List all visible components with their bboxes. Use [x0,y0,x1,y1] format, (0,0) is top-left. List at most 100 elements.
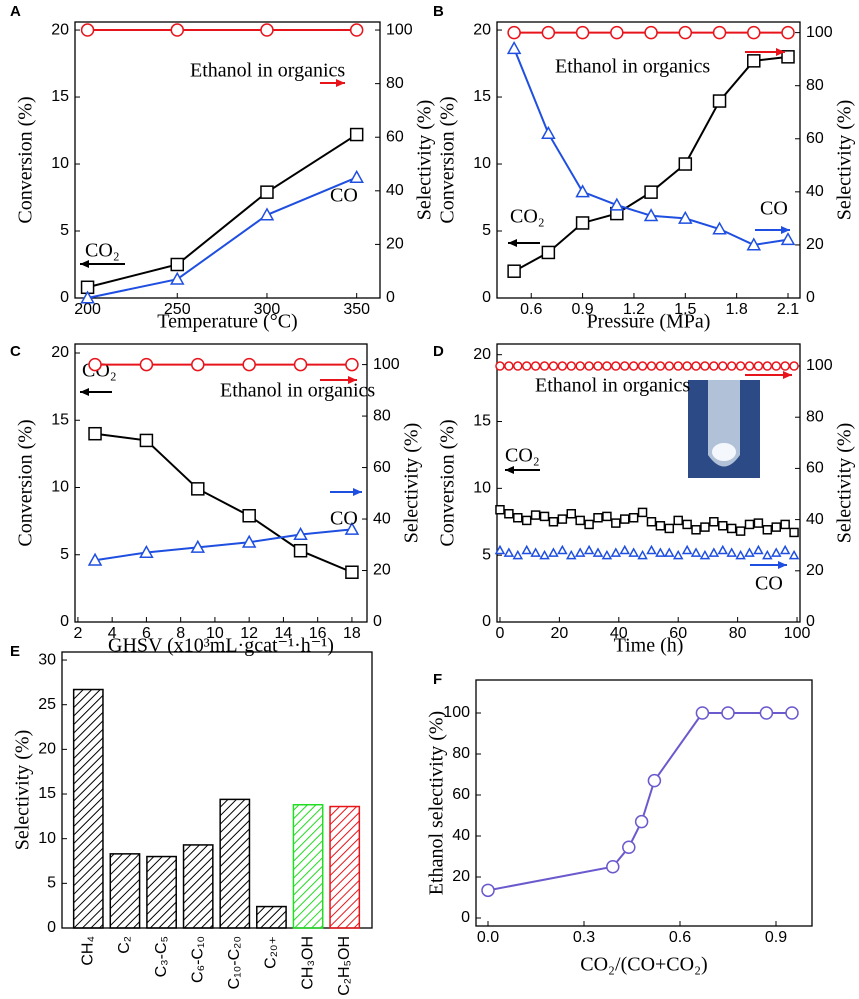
marker [708,547,720,557]
y2-tick-label: 60 [386,128,404,145]
marker [80,290,95,304]
y2-tick-label: 20 [806,562,824,579]
y-tick-label: 20 [452,868,470,885]
marker [655,361,666,371]
marker [643,208,659,222]
marker [634,814,649,829]
marker [557,514,568,524]
marker [521,515,532,526]
x-tick-label: C₃-C₅ [153,936,170,977]
marker [548,547,559,557]
marker [513,361,523,371]
marker [628,361,639,371]
series-line [87,133,358,289]
marker [566,361,577,371]
y2-tick-label: 60 [806,130,824,147]
y2-axis-label: Selectivity (%) [401,423,423,544]
y-tick-label: 20 [51,21,69,38]
y2-tick-label: 0 [806,289,815,306]
x-tick-label: 18 [343,625,361,642]
marker [717,544,729,555]
marker [781,50,795,64]
x-axis-label: GHSV (x10³mL·gcat⁻¹·h⁻¹) [108,635,334,657]
bar [72,688,104,929]
marker [673,361,683,371]
y-tick-label: 0 [60,289,69,306]
marker [169,271,185,285]
marker [678,25,693,40]
y2-tick-label: 0 [373,613,382,630]
marker [602,361,612,371]
marker [548,361,559,371]
marker [293,357,308,372]
arrow-head [348,376,357,384]
marker [610,25,624,40]
x-tick-label: C₁₀-C₂₀ [226,936,243,989]
marker [700,522,710,532]
bar [256,905,287,929]
marker [611,361,621,371]
x-tick-label: 0.0 [477,929,499,946]
x-tick-label: 250 [164,301,191,318]
x-axis-label: Time (h) [614,635,684,657]
marker [512,549,524,560]
panel-letter: F [433,671,442,688]
marker [606,860,620,874]
marker [494,544,506,555]
x-tick-label: CH₄ [80,936,97,966]
marker [190,539,206,553]
x-tick-label: 6 [142,625,151,642]
marker [541,125,556,140]
marker [789,527,799,538]
y2-axis-label: Selectivity (%) [414,100,436,221]
marker [619,544,631,555]
marker [744,547,755,557]
marker [771,361,781,371]
marker [242,357,256,372]
marker [565,549,577,560]
marker [87,552,103,566]
marker [735,549,746,560]
marker [583,544,595,555]
y2-tick-label: 20 [373,562,391,579]
y-axis-label: Conversion (%) [15,96,37,223]
marker [753,518,764,528]
x-tick-label: C₂H₅OH [336,936,353,996]
marker [762,525,773,535]
y-tick-label: 40 [452,827,470,844]
x-tick-label: 200 [74,301,101,318]
marker [646,517,657,527]
y2-tick-label: 100 [373,356,400,373]
series-line [513,55,789,273]
marker [695,706,710,720]
arrow-head [353,488,362,496]
marker [191,357,205,372]
marker [753,361,764,371]
y-tick-label: 20 [51,344,69,361]
marker [655,547,666,557]
x-tick-label: 0.6 [520,301,542,318]
marker [495,504,505,515]
marker [345,357,359,372]
marker [584,361,594,371]
y2-tick-label: 20 [806,236,824,253]
marker [513,513,523,523]
plot-frame [74,343,368,623]
marker [575,515,585,526]
x-tick-label: 10 [206,625,224,642]
y2-tick-label: 20 [386,236,404,253]
marker [610,547,622,557]
marker [691,525,701,535]
x-tick-label: 300 [254,301,281,318]
x-tick-label: CH₃OH [299,936,316,990]
marker [592,547,604,557]
marker [293,526,308,541]
series-annotation: Ethanol in organics [190,60,345,82]
marker [770,547,782,557]
marker [507,25,521,40]
y-tick-label: 5 [60,546,69,563]
panel-letter: B [433,3,444,20]
series-annotation: CO₂ [85,240,120,262]
plot-frame [74,21,381,299]
marker [481,883,495,898]
